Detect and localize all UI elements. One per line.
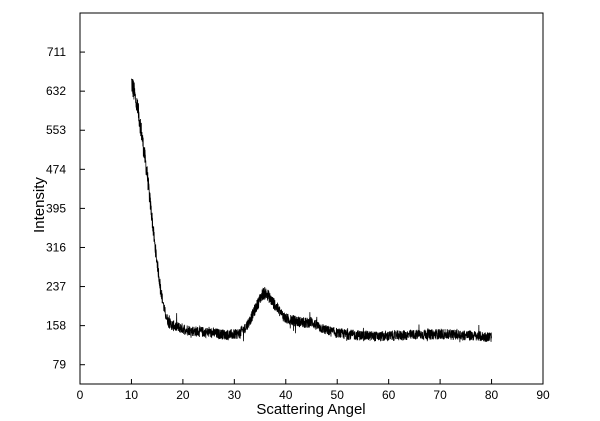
x-axis-ticks: 0 10 20 30 40 50 60 70 80 90	[77, 379, 550, 402]
y-tick-label: 316	[46, 240, 66, 254]
intensity-series-line	[131, 78, 492, 343]
y-tick-label: 237	[46, 280, 66, 294]
x-tick-label: 40	[279, 388, 293, 402]
x-tick-label: 0	[77, 388, 84, 402]
y-tick-label: 553	[46, 123, 66, 137]
x-tick-label: 90	[536, 388, 550, 402]
y-tick-label: 395	[46, 201, 66, 215]
y-axis-ticks: 79 158 237 316 395 474 553 632 711	[46, 45, 85, 372]
x-tick-label: 60	[382, 388, 396, 402]
x-tick-label: 10	[125, 388, 139, 402]
x-tick-label: 50	[331, 388, 345, 402]
y-tick-label: 474	[46, 162, 66, 176]
y-tick-label: 632	[46, 84, 66, 98]
x-tick-label: 70	[433, 388, 447, 402]
y-tick-label: 79	[53, 358, 67, 372]
x-tick-label: 80	[485, 388, 499, 402]
y-tick-label: 711	[47, 45, 66, 59]
y-axis-title: Intensity	[31, 177, 48, 233]
y-tick-label: 158	[46, 319, 66, 333]
x-axis-title: Scattering Angel	[256, 401, 365, 418]
x-tick-label: 30	[228, 388, 242, 402]
x-tick-label: 20	[176, 388, 190, 402]
